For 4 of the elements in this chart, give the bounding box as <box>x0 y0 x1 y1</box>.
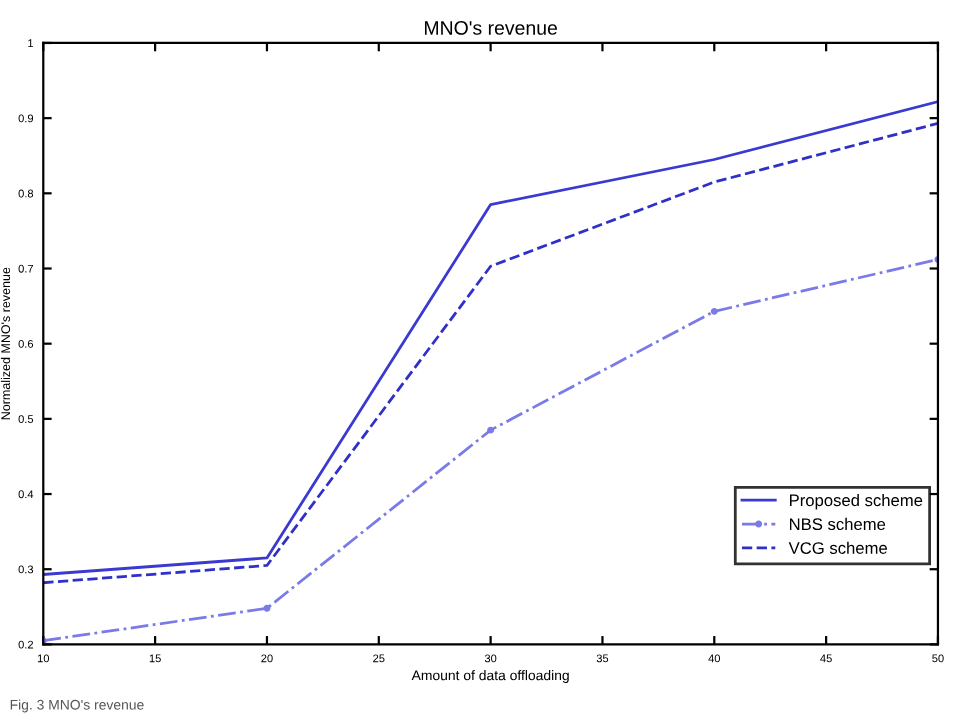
chart-title: MNO's revenue <box>424 21 557 35</box>
legend-label: VCG scheme <box>788 541 887 554</box>
legend-label: Proposed scheme <box>789 493 923 510</box>
legend-label: NBS scheme <box>789 517 886 531</box>
